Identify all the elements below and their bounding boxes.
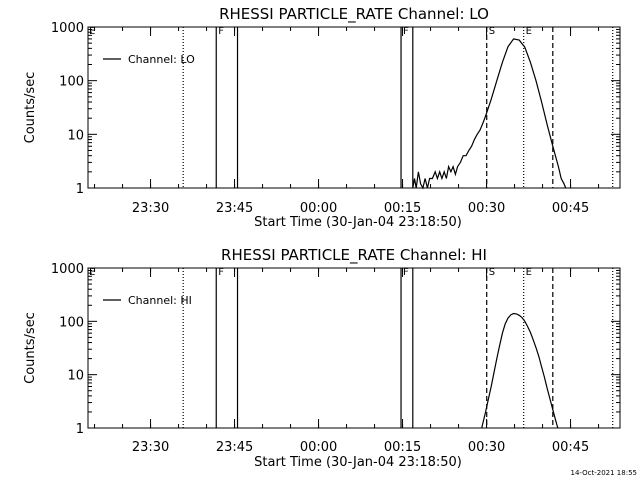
chart-panel-hi: RHESSI PARTICLE_RATE Channel: HI E F F S E 1 10… [23, 246, 621, 470]
legend-label: Channel: HI [128, 294, 192, 307]
series-line [481, 312, 559, 429]
x-axis-label: Start Time (30-Jan-04 23:18:50) [254, 455, 462, 470]
marker-label: S [489, 267, 495, 278]
marker-label: E [526, 26, 532, 37]
x-tick-label: 00:45 [552, 440, 589, 455]
y-tick-label: 10 [67, 369, 84, 384]
y-axis-label: Counts/sec [23, 72, 38, 144]
x-tick-label: 23:30 [132, 201, 169, 216]
marker-label: F [403, 267, 409, 278]
footer-timestamp: 14-Oct-2021 18:55 [571, 469, 637, 477]
y-tick-label: 100 [59, 75, 84, 90]
legend-label: Channel: LO [128, 53, 195, 66]
y-axis-label: Counts/sec [23, 312, 38, 384]
x-tick-label: 00:00 [300, 201, 337, 216]
x-tick-label: 00:15 [384, 201, 421, 216]
y-tick-label: 1000 [51, 262, 84, 277]
x-tick-label: 23:30 [132, 440, 169, 455]
y-tick-label: 10 [67, 128, 84, 143]
marker-label: F [218, 26, 224, 37]
marker-label: S [489, 26, 495, 37]
y-tick-label: 1 [76, 182, 84, 197]
marker-label: F [403, 26, 409, 37]
y-tick-label: 100 [59, 315, 84, 330]
x-tick-label: 00:30 [468, 440, 505, 455]
chart-title: RHESSI PARTICLE_RATE Channel: HI [221, 246, 487, 265]
x-tick-label: 23:45 [216, 440, 253, 455]
plot-frame [87, 267, 621, 429]
y-tick-label: 1 [76, 422, 84, 437]
x-axis-label: Start Time (30-Jan-04 23:18:50) [254, 215, 462, 230]
x-tick-label: 00:45 [552, 201, 589, 216]
series-line [412, 38, 567, 190]
chart-title: RHESSI PARTICLE_RATE Channel: LO [219, 5, 489, 24]
plot-frame [87, 26, 621, 189]
y-tick-label: 1000 [51, 21, 84, 36]
x-tick-label: 00:00 [300, 440, 337, 455]
marker-label: E [89, 267, 95, 278]
marker-label: E [526, 267, 532, 278]
x-tick-label: 00:15 [384, 440, 421, 455]
chart-panel-lo: RHESSI PARTICLE_RATE Channel: LO E F F S E 1 10… [23, 5, 621, 230]
x-tick-label: 23:45 [216, 201, 253, 216]
x-tick-label: 00:30 [468, 201, 505, 216]
marker-label: E [89, 26, 95, 37]
marker-label: F [218, 267, 224, 278]
